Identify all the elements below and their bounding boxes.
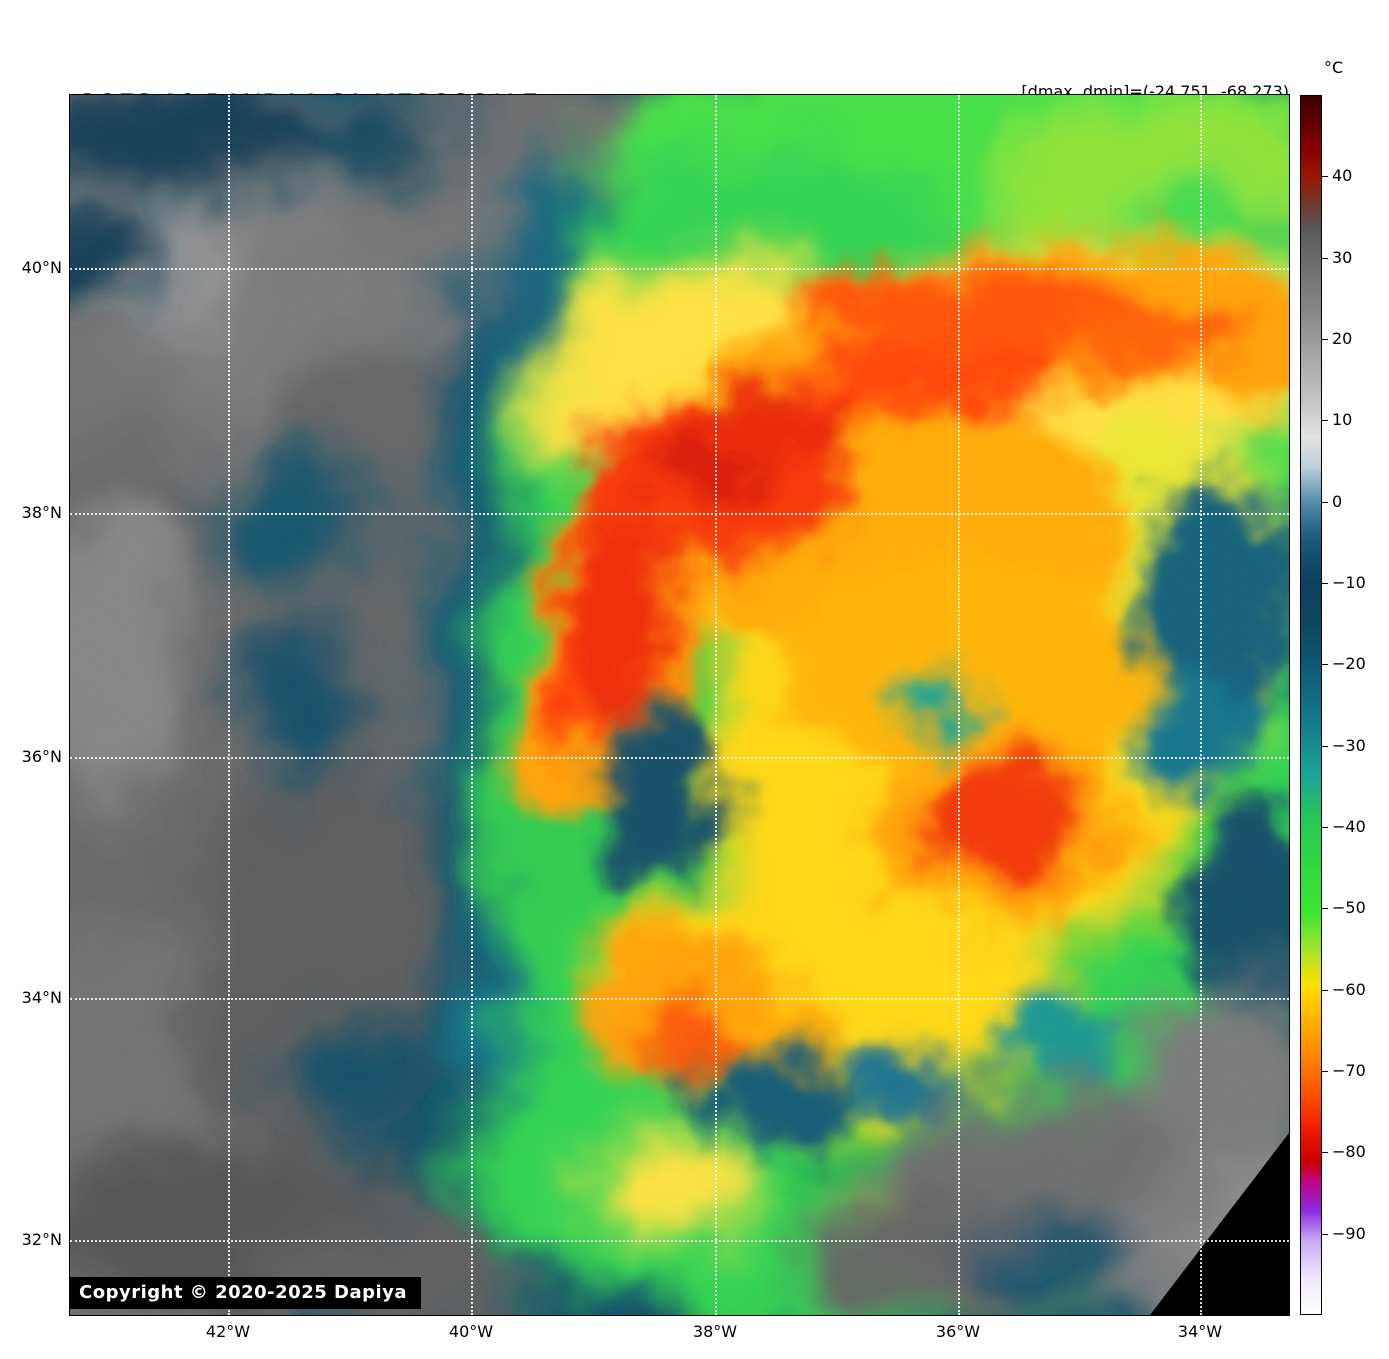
colorbar-tick-label: −70 [1332, 1061, 1366, 1080]
colorbar-tick-label: 20 [1332, 329, 1353, 348]
colorbar-tick-label: −20 [1332, 654, 1366, 673]
map-area: Copyright © 2020-2025 Dapiya [69, 94, 1290, 1316]
colorbar-tick-label: −50 [1332, 898, 1366, 917]
colorbar-tick-label: −90 [1332, 1224, 1366, 1243]
colorbar-tick-mark [1322, 827, 1328, 828]
colorbar-tick-mark [1322, 664, 1328, 665]
no-data-corner [1150, 1133, 1289, 1315]
longitude-label: 42°W [205, 1322, 251, 1341]
latitude-label: 40°N [21, 258, 62, 277]
colorbar-tick-label: 0 [1332, 492, 1343, 511]
colorbar-tick-label: −60 [1332, 980, 1366, 999]
colorbar-unit-label: °C [1324, 58, 1344, 77]
latitude-label: 34°N [21, 988, 62, 1007]
colorbar-tick-mark [1322, 908, 1328, 909]
colorbar-tick-mark [1322, 176, 1328, 177]
copyright-badge: Copyright © 2020-2025 Dapiya [70, 1277, 422, 1309]
colorbar-tick-label: −40 [1332, 817, 1366, 836]
latitude-label: 38°N [21, 503, 62, 522]
image-noise-texture [70, 95, 1289, 1315]
colorbar-tick-mark [1322, 258, 1328, 259]
colorbar-tick-label: −10 [1332, 573, 1366, 592]
colorbar-tick-label: 40 [1332, 166, 1353, 185]
colorbar-gradient [1301, 96, 1321, 1314]
satellite-image [70, 95, 1289, 1315]
colorbar-tick-mark [1322, 339, 1328, 340]
colorbar-tick-mark [1322, 1234, 1328, 1235]
colorbar [1300, 95, 1322, 1315]
colorbar-tick-label: −30 [1332, 736, 1366, 755]
longitude-label: 40°W [448, 1322, 494, 1341]
longitude-label: 38°W [692, 1322, 738, 1341]
colorbar-tick-mark [1322, 990, 1328, 991]
colorbar-tick-mark [1322, 1071, 1328, 1072]
colorbar-tick-mark [1322, 583, 1328, 584]
latitude-label: 32°N [21, 1230, 62, 1249]
longitude-label: 34°W [1177, 1322, 1223, 1341]
longitude-label: 36°W [935, 1322, 981, 1341]
colorbar-tick-mark [1322, 746, 1328, 747]
colorbar-tick-label: 30 [1332, 248, 1353, 267]
colorbar-tick-label: −80 [1332, 1142, 1366, 1161]
colorbar-tick-mark [1322, 420, 1328, 421]
latitude-label: 36°N [21, 747, 62, 766]
colorbar-tick-mark [1322, 502, 1328, 503]
colorbar-tick-label: 10 [1332, 410, 1353, 429]
colorbar-tick-mark [1322, 1152, 1328, 1153]
